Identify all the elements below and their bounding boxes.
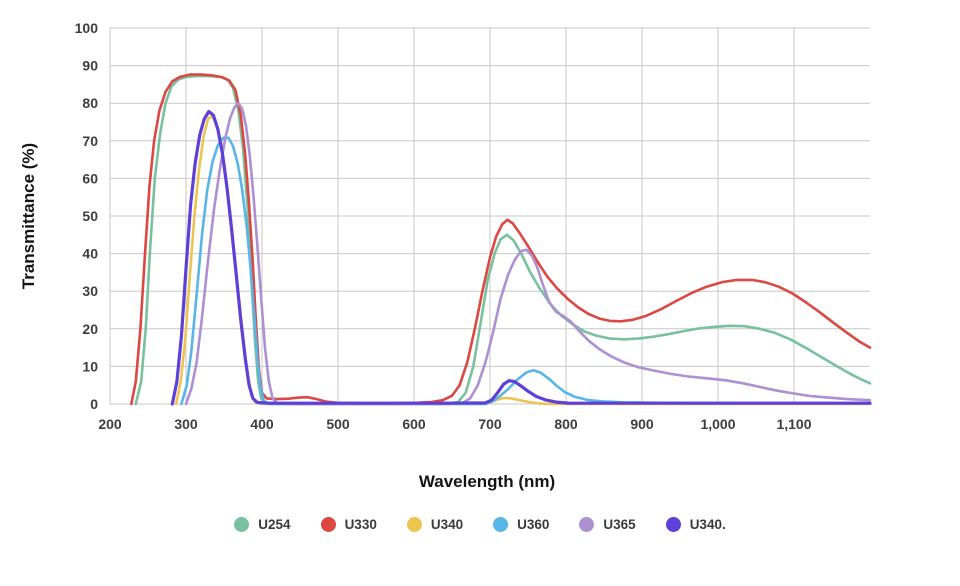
x-tick-label-500: 500 (326, 416, 350, 432)
legend-dot-icon (579, 517, 595, 532)
x-tick-label-800: 800 (554, 416, 578, 432)
series-line-U340. (170, 109, 872, 406)
y-tick-label-10: 10 (82, 358, 98, 374)
y-tick-label-20: 20 (82, 321, 98, 337)
x-tick-label-700: 700 (478, 416, 502, 432)
legend-item-U254: U254 (234, 517, 291, 532)
legend-label: U360 (517, 517, 550, 532)
y-tick-label-50: 50 (82, 208, 98, 224)
series-line-U360 (180, 136, 872, 406)
series-line-U365 (184, 101, 872, 406)
x-tick-label-600: 600 (402, 416, 426, 432)
y-tick-label-70: 70 (82, 133, 98, 149)
legend: U254 U330 U340 U360 U365 U340. (0, 517, 960, 532)
y-axis-title: Transmittance (%) (19, 142, 38, 290)
legend-label: U330 (344, 517, 377, 532)
x-tick-label-300: 300 (174, 416, 198, 432)
legend-dot-icon (665, 517, 681, 532)
legend-dot-icon (234, 517, 250, 532)
legend-dot-icon (320, 517, 336, 532)
x-tick-label-400: 400 (250, 416, 274, 432)
x-tick-label-200: 200 (98, 416, 122, 432)
legend-item-U340: U340 (406, 517, 464, 532)
x-axis-title: Wavelength (nm) (418, 472, 556, 491)
y-tick-label-30: 30 (82, 283, 98, 299)
legend-label: U254 (258, 517, 291, 532)
legend-item-U365: U365 (579, 517, 636, 532)
legend-item-U360: U360 (493, 517, 549, 532)
legend-dot-icon (493, 517, 509, 532)
legend-label: U340 (430, 517, 464, 532)
y-tick-label-90: 90 (82, 58, 98, 74)
series-line-U254 (134, 74, 872, 406)
y-tick-label-60: 60 (82, 170, 98, 186)
legend-label: U340. (689, 517, 726, 532)
y-tick-label-40: 40 (82, 246, 98, 262)
legend-dot-icon (406, 517, 422, 532)
x-tick-label-1100: 1,100 (776, 416, 811, 432)
legend-item-U330: U330 (320, 517, 377, 532)
y-tick-label-100: 100 (75, 20, 99, 36)
legend-item-U340.: U340. (665, 517, 726, 532)
x-tick-label-900: 900 (630, 416, 654, 432)
legend-label: U365 (603, 517, 636, 532)
x-tick-label-1000: 1,000 (700, 416, 735, 432)
series-line-U330 (130, 73, 872, 406)
y-tick-label-0: 0 (90, 396, 98, 412)
y-tick-label-80: 80 (82, 95, 98, 111)
